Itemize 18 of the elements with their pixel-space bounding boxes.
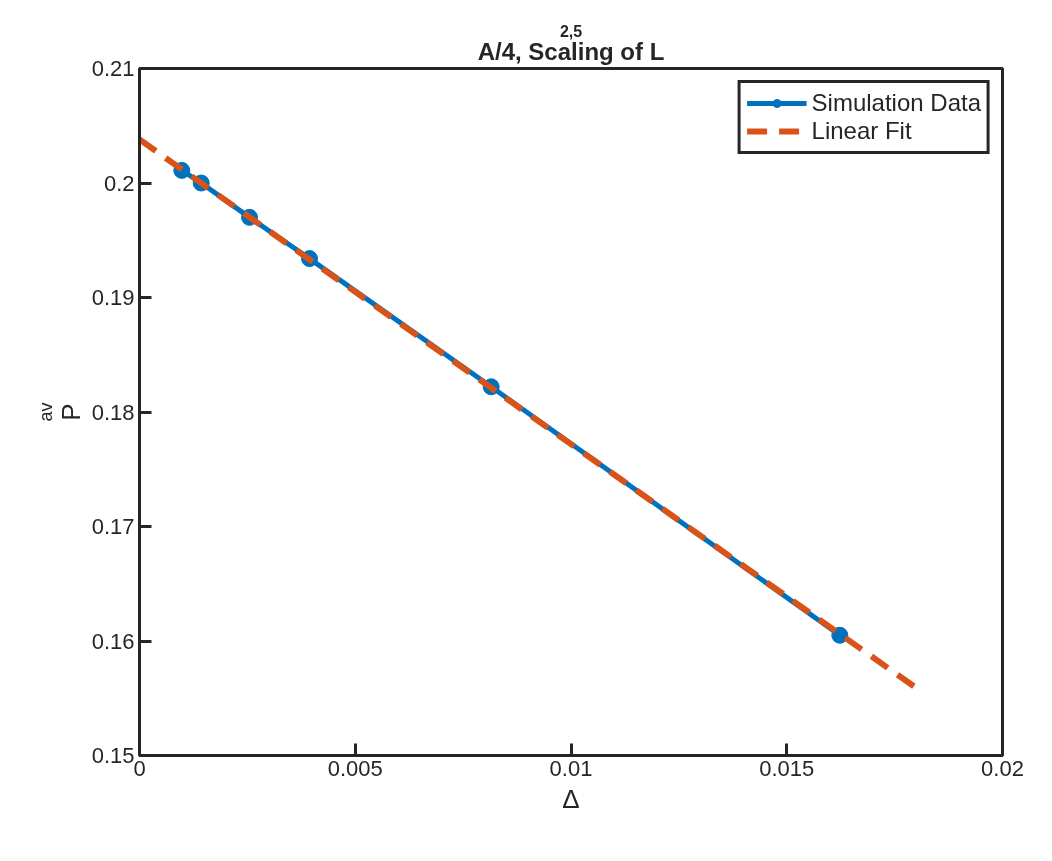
x-tick-label: 0.01 — [549, 755, 593, 781]
chart-title: A/4, Scaling of L2,5 — [477, 22, 665, 65]
x-tick-label: 0 — [133, 755, 146, 781]
legend-label: Linear Fit — [811, 117, 912, 145]
legend-label: Simulation Data — [811, 89, 981, 117]
y-tick-label: 0.19 — [91, 285, 135, 310]
y-tick-label: 0.15 — [91, 743, 135, 768]
x-tick-label: 0.015 — [759, 755, 815, 781]
y-tick-label: 0.21 — [91, 56, 135, 81]
y-tick-label: 0.18 — [91, 399, 135, 425]
x-tick-label: 0.005 — [327, 755, 383, 781]
x-axis-title: Δ — [562, 783, 580, 814]
x-tick-label: 0.02 — [981, 755, 1024, 781]
point — [831, 626, 849, 644]
y-tick-label: 0.16 — [91, 628, 135, 654]
y-tick-label: 0.2 — [103, 170, 135, 196]
y-tick-label: 0.17 — [91, 514, 135, 539]
y-axis-title: Pav — [36, 402, 86, 422]
